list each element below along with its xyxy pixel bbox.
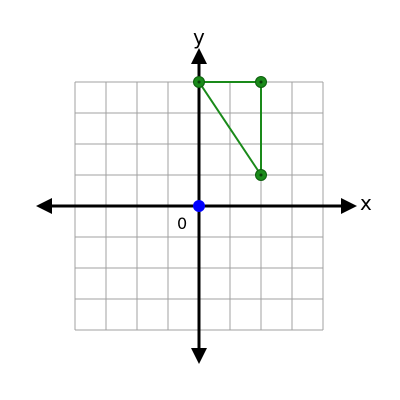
origin-point [193, 200, 205, 212]
triangle-vertex-center [197, 80, 201, 84]
origin-label: 0 [177, 214, 187, 233]
y-axis-arrow-down [191, 348, 207, 364]
triangle [197, 81, 262, 179]
x-axis-label: x [360, 191, 372, 215]
x-axis-arrow-right [341, 198, 357, 214]
y-axis-label: y [193, 25, 205, 49]
triangle-outline [197, 81, 262, 179]
x-axis-arrow-left [36, 198, 52, 214]
y-axis-arrow-up [191, 48, 207, 64]
triangle-vertex-center [259, 173, 263, 177]
points [193, 76, 267, 212]
triangle-vertex-center [259, 80, 263, 84]
